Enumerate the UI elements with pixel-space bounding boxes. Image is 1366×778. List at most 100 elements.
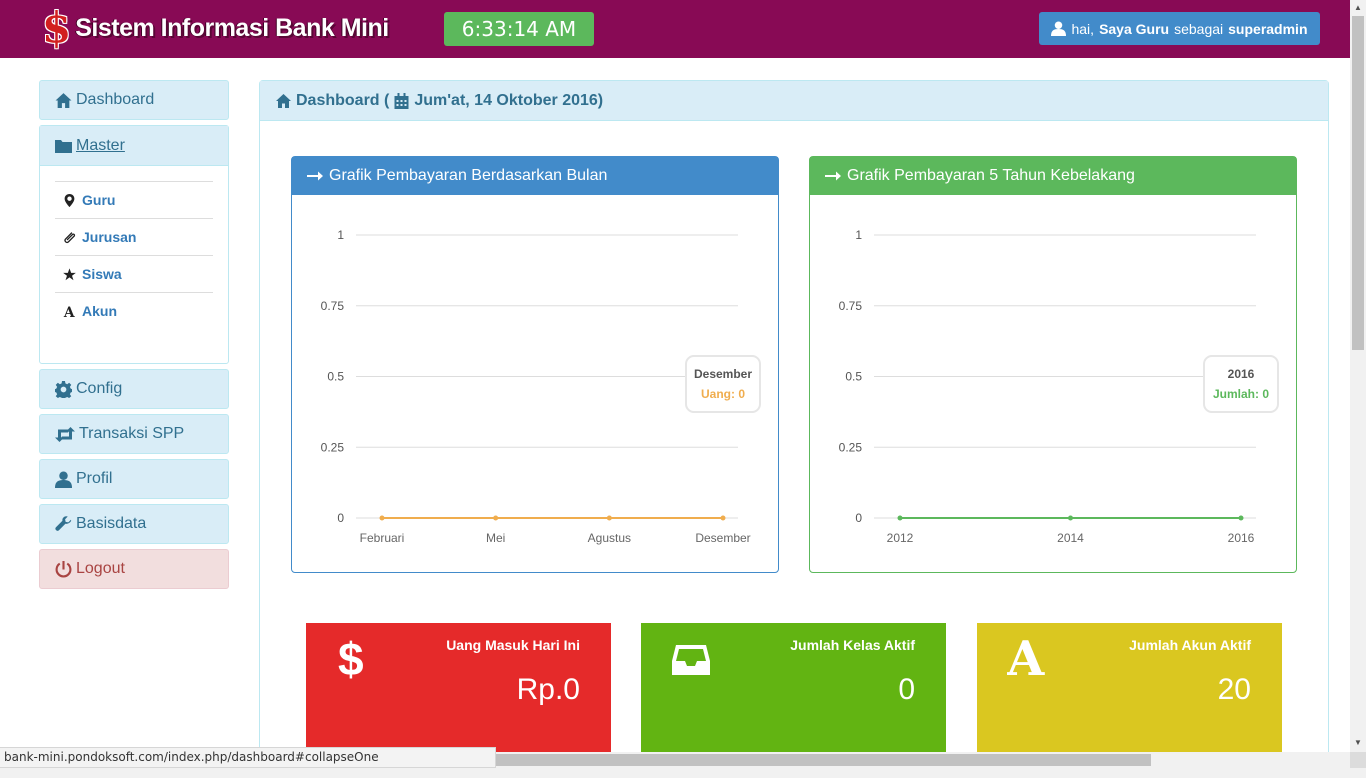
home-icon — [55, 92, 72, 108]
chart-title: Grafik Pembayaran Berdasarkan Bulan — [292, 157, 778, 195]
sidebar-item-master[interactable]: Master — [40, 126, 228, 166]
stat-value: 0 — [898, 673, 915, 706]
data-point — [1068, 515, 1073, 521]
x-tick-label: Mei — [486, 531, 505, 545]
scrollbar-thumb[interactable] — [1352, 16, 1364, 350]
paperclip-icon — [64, 231, 76, 243]
chart-tooltip: 2016 Jumlah: 0 — [1203, 355, 1279, 413]
data-point — [493, 515, 499, 521]
page-title: Dashboard ( Jum'at, 14 Oktober 2016) — [260, 81, 1328, 121]
sidebar-subitem-label: Jurusan — [82, 229, 137, 245]
y-tick-label: 1 — [337, 228, 344, 242]
y-tick-label: 0.75 — [839, 299, 863, 313]
tooltip-box — [685, 355, 761, 413]
power-icon — [55, 560, 72, 577]
y-tick-label: 0.5 — [845, 370, 862, 384]
svg-text:A: A — [63, 305, 75, 318]
tooltip-box — [1203, 355, 1279, 413]
chart-title-text: Grafik Pembayaran 5 Tahun Kebelakang — [847, 167, 1135, 184]
sidebar-item-dashboard[interactable]: Dashboard — [39, 80, 229, 120]
user-icon — [55, 471, 72, 488]
data-point — [720, 515, 726, 521]
dollar-icon: $ — [338, 633, 364, 683]
stat-akun-aktif: A Jumlah Akun Aktif 20 — [977, 623, 1282, 758]
brand-title[interactable]: Sistem Informasi Bank Mini — [75, 13, 389, 42]
page-title-text: Dashboard ( — [296, 91, 390, 109]
sidebar-subitem-guru[interactable]: Guru — [55, 181, 213, 218]
chart-yearly[interactable]: 0 0.25 0.5 0.75 1 2012 2014 2016 2016 Jumlah: 0 — [810, 195, 1296, 572]
star-icon — [63, 267, 76, 280]
sidebar-item-label: Basisdata — [76, 515, 147, 532]
y-tick-label: 0.75 — [321, 299, 345, 313]
stat-label: Uang Masuk Hari Ini — [446, 637, 580, 653]
svg-text:$: $ — [338, 633, 364, 683]
cog-icon — [55, 380, 72, 398]
window-bottom-edge — [0, 768, 1366, 778]
sidebar-item-label: Config — [76, 380, 123, 397]
sidebar-item-logout[interactable]: Logout — [39, 549, 229, 589]
chart-title: Grafik Pembayaran 5 Tahun Kebelakang — [810, 157, 1296, 195]
sidebar-item-config[interactable]: Config — [39, 369, 229, 409]
stat-value: 20 — [1217, 673, 1251, 706]
sidebar-item-label: Dashboard — [76, 91, 155, 108]
folder-icon — [55, 140, 72, 153]
svg-text:A: A — [1007, 631, 1045, 683]
tooltip-title: Desember — [694, 367, 752, 381]
retweet-icon — [55, 426, 75, 442]
font-icon: A — [63, 305, 75, 318]
stat-label: Jumlah Akun Aktif — [1129, 637, 1251, 653]
sidebar-subitem-jurusan[interactable]: Jurusan — [55, 218, 213, 255]
scroll-down-icon[interactable]: ▼ — [1354, 738, 1362, 747]
stat-kelas-aktif: Jumlah Kelas Aktif 0 — [641, 623, 946, 758]
tooltip-title: 2016 — [1228, 367, 1255, 381]
tooltip-value: Uang: 0 — [701, 387, 745, 401]
scroll-up-icon[interactable]: ▲ — [1354, 3, 1362, 12]
y-tick-label: 0 — [337, 511, 344, 525]
sidebar-master-panel: Master Guru Jurusan Siswa A Akun — [39, 125, 229, 364]
top-navbar: $ Sistem Informasi Bank Mini 6:33:14 AM … — [0, 0, 1350, 58]
inbox-icon — [672, 645, 710, 675]
brand[interactable]: $ Sistem Informasi Bank Mini — [42, 6, 389, 50]
sidebar-subitem-label: Akun — [82, 303, 117, 319]
status-bar-url: bank-mini.pondoksoft.com/index.php/dashb… — [0, 747, 496, 768]
wrench-icon — [55, 515, 72, 531]
sidebar-item-label: Master — [76, 136, 125, 154]
sidebar-item-profil[interactable]: Profil — [39, 459, 229, 499]
y-tick-label: 0.5 — [327, 370, 344, 384]
y-tick-label: 0 — [855, 511, 862, 525]
sidebar-item-transaksi-spp[interactable]: Transaksi SPP — [39, 414, 229, 454]
home-icon — [276, 93, 291, 108]
user-role-prefix: sebagai — [1174, 20, 1224, 37]
chart-title-text: Grafik Pembayaran Berdasarkan Bulan — [329, 167, 608, 184]
clock: 6:33:14 AM — [444, 12, 594, 46]
vertical-scrollbar[interactable]: ▲ ▼ — [1350, 0, 1366, 752]
x-tick-label: Desember — [695, 531, 750, 545]
x-tick-label: 2016 — [1228, 531, 1255, 545]
stat-label: Jumlah Kelas Aktif — [790, 637, 915, 653]
stat-uang-masuk: $ Uang Masuk Hari Ini Rp.0 — [306, 623, 611, 758]
y-tick-label: 0.25 — [839, 440, 863, 454]
y-tick-label: 1 — [855, 228, 862, 242]
chart-tooltip: Desember Uang: 0 — [685, 355, 761, 413]
sidebar-subitem-akun[interactable]: A Akun — [55, 292, 213, 329]
sidebar-item-label: Transaksi SPP — [79, 425, 185, 442]
sidebar-item-label: Logout — [76, 560, 125, 577]
x-tick-label: Februari — [360, 531, 405, 545]
chart-panel-monthly: Grafik Pembayaran Berdasarkan Bulan 0 0.2… — [291, 156, 779, 573]
user-name: Saya Guru — [1099, 20, 1170, 37]
map-marker-icon — [64, 193, 75, 207]
sidebar-item-basisdata[interactable]: Basisdata — [39, 504, 229, 544]
font-icon: A — [1007, 631, 1045, 683]
user-greeting: hai, — [1071, 20, 1095, 37]
chart-panel-yearly: Grafik Pembayaran 5 Tahun Kebelakang 0 0.… — [809, 156, 1297, 573]
sidebar-subitem-siswa[interactable]: Siswa — [55, 255, 213, 292]
arrow-right-icon — [307, 171, 323, 181]
x-tick-label: Agustus — [588, 531, 631, 545]
scrollbar-corner — [1350, 752, 1366, 768]
user-icon — [1051, 21, 1067, 36]
data-point — [606, 515, 612, 521]
user-button[interactable]: hai, Saya Guru sebagai superadmin — [1039, 12, 1320, 45]
y-tick-label: 0.25 — [321, 440, 345, 454]
calendar-icon — [394, 92, 409, 109]
